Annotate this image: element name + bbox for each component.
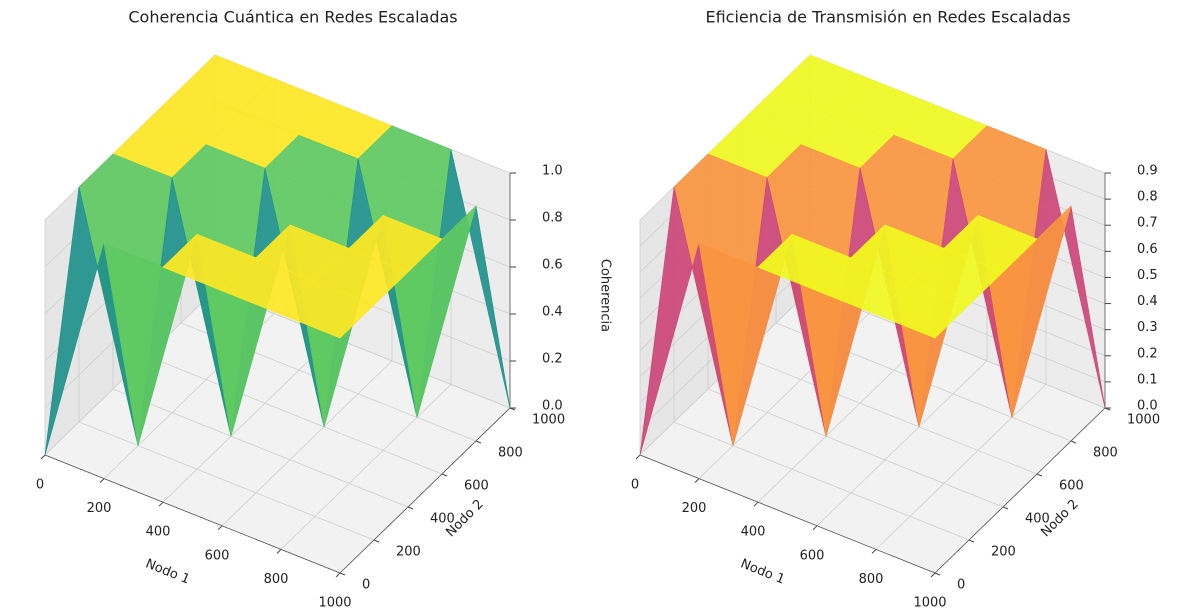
z-tick-label: 0.1 — [1137, 372, 1158, 387]
grid-line — [162, 336, 334, 503]
z-tick-label: 0.2 — [1137, 346, 1158, 361]
y-tick-label: 800 — [1093, 446, 1118, 461]
x-axis-label: Nodo 1 — [143, 556, 192, 587]
surface-patch — [280, 281, 375, 339]
grid-line — [673, 421, 970, 541]
x-tick — [753, 501, 759, 507]
x-tick — [694, 478, 700, 483]
grid-line — [112, 388, 409, 508]
axis-line — [934, 407, 1106, 574]
z-tick-label: 1.0 — [542, 164, 563, 179]
grid-line — [741, 355, 1038, 475]
x-tick-label: 800 — [264, 572, 289, 587]
x-tick-label: 400 — [741, 525, 766, 540]
y-tick-label: 400 — [430, 512, 455, 527]
y-tick — [1036, 473, 1043, 477]
z-tick-label: 0.5 — [1137, 268, 1158, 283]
x-tick — [635, 454, 641, 460]
x-tick — [99, 478, 105, 483]
y-tick — [934, 572, 941, 576]
axis-line — [339, 407, 511, 574]
chart-title: Coherencia Cuántica en Redes Escaladas — [128, 8, 457, 27]
y-tick-label: 600 — [1059, 479, 1084, 494]
y-tick-label: 0 — [362, 578, 370, 593]
y-tick-label: 1000 — [1127, 413, 1160, 428]
y-tick-label: 600 — [464, 479, 489, 494]
z-tick-label: 0.8 — [1137, 190, 1158, 205]
grid-line — [816, 360, 988, 527]
x-tick-label: 600 — [800, 548, 825, 563]
x-tick — [158, 501, 164, 507]
x-tick — [217, 525, 223, 531]
x-tick-label: 400 — [146, 525, 171, 540]
z-tick-label: 0.9 — [1137, 164, 1158, 179]
grid-line — [78, 421, 375, 541]
y-tick — [968, 539, 975, 543]
y-tick-label: 200 — [396, 545, 421, 560]
axis-line — [639, 454, 936, 574]
x-tick — [335, 572, 341, 578]
y-tick — [1002, 506, 1009, 510]
z-tick-label: 0.4 — [542, 305, 563, 320]
grid-line — [280, 384, 452, 550]
x-tick — [40, 454, 46, 460]
y-tick — [339, 572, 346, 576]
subplot: Eficiencia de Transmisión en Redes Escal… — [631, 8, 1160, 609]
y-tick-label: 400 — [1025, 512, 1050, 527]
surface-patch — [875, 281, 970, 339]
z-tick-label: 0.0 — [542, 399, 563, 414]
x-tick-label: 600 — [205, 548, 230, 563]
y-tick-label: 200 — [991, 545, 1016, 560]
y-tick — [1070, 440, 1077, 444]
y-tick — [373, 539, 380, 543]
y-tick-label: 0 — [957, 578, 965, 593]
x-axis-label: Nodo 1 — [738, 556, 787, 587]
chart-title: Eficiencia de Transmisión en Redes Escal… — [705, 8, 1070, 27]
y-tick — [407, 506, 414, 510]
y-tick-label: 1000 — [532, 413, 565, 428]
z-tick-label: 0.8 — [542, 211, 563, 226]
z-tick-label: 0.6 — [542, 258, 563, 273]
x-tick-label: 800 — [859, 572, 884, 587]
x-tick-label: 1000 — [913, 596, 946, 609]
axis-line — [44, 454, 341, 574]
z-tick-label: 0.7 — [1137, 216, 1158, 231]
x-tick-label: 200 — [682, 501, 707, 516]
y-tick — [475, 440, 482, 444]
x-tick — [812, 525, 818, 531]
grid-line — [221, 360, 393, 527]
y-tick-label: 800 — [498, 446, 523, 461]
grid-line — [757, 336, 929, 503]
x-tick-label: 1000 — [318, 596, 351, 609]
grid-line — [707, 388, 1004, 508]
x-tick — [930, 572, 936, 578]
z-tick-label: 0.4 — [1137, 294, 1158, 309]
z-tick-label: 0.3 — [1137, 320, 1158, 335]
grid-line — [146, 355, 443, 475]
z-axis-label: Coherencia — [598, 259, 613, 332]
subplot: Coherencia Cuántica en Redes Escaladas 0 2… — [36, 8, 613, 609]
y-tick — [441, 473, 448, 477]
z-tick-label: 0.0 — [1137, 399, 1158, 414]
grid-line — [875, 384, 1047, 550]
x-tick — [276, 549, 282, 554]
x-tick — [871, 549, 877, 554]
x-tick-label: 0 — [36, 478, 44, 493]
x-tick-label: 0 — [631, 478, 639, 493]
z-tick-label: 0.6 — [1137, 242, 1158, 257]
x-tick-label: 200 — [87, 501, 112, 516]
z-tick-label: 0.2 — [542, 352, 563, 367]
